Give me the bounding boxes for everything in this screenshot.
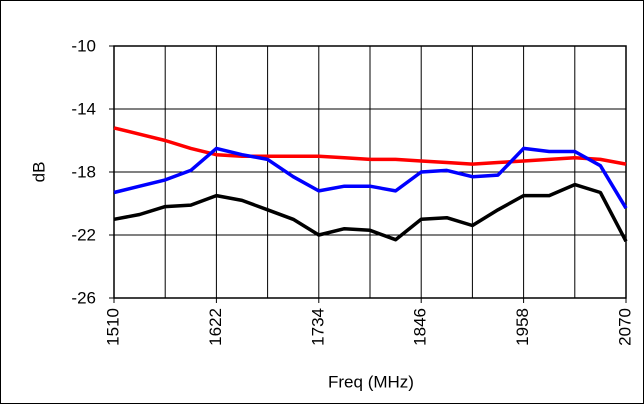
y-axis-title: dB [29,162,48,183]
x-tick-label: 1734 [308,308,327,346]
y-tick-label: -26 [71,288,96,307]
series-line [113,126,627,166]
y-tick-label: -22 [71,225,96,244]
y-tick-label: -10 [71,36,96,55]
y-tick-label: -14 [71,99,96,118]
x-axis-title: Freq (MHz) [328,372,414,391]
y-tick-label: -18 [71,162,96,181]
x-tick-label: 1510 [103,308,122,346]
x-tick-label: 1846 [411,308,430,346]
series-line [113,182,628,243]
x-tick-label: 1622 [206,308,225,346]
plot-border [113,45,627,299]
x-tick-label: 1958 [513,308,532,346]
x-tick-label: 2070 [615,308,634,346]
series-line [113,146,628,210]
